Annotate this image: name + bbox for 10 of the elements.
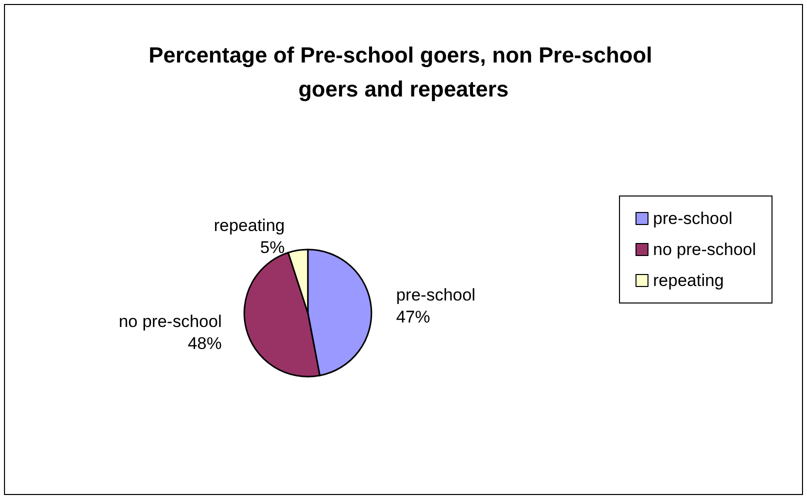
slice-label: repeating — [214, 216, 285, 235]
data-label: 5% — [260, 238, 285, 257]
data-label: 48% — [188, 334, 222, 353]
chart-title: Percentage of Pre-school goers, non Pre-school goers and repeaters — [148, 42, 658, 102]
data-label: 47% — [396, 307, 430, 326]
legend-label: no pre-school — [652, 240, 756, 259]
slice-label: pre-school — [396, 285, 476, 304]
legend-label: pre-school — [652, 209, 732, 228]
legend-label: repeating — [652, 271, 724, 290]
slice-label: no pre-school — [118, 312, 222, 331]
